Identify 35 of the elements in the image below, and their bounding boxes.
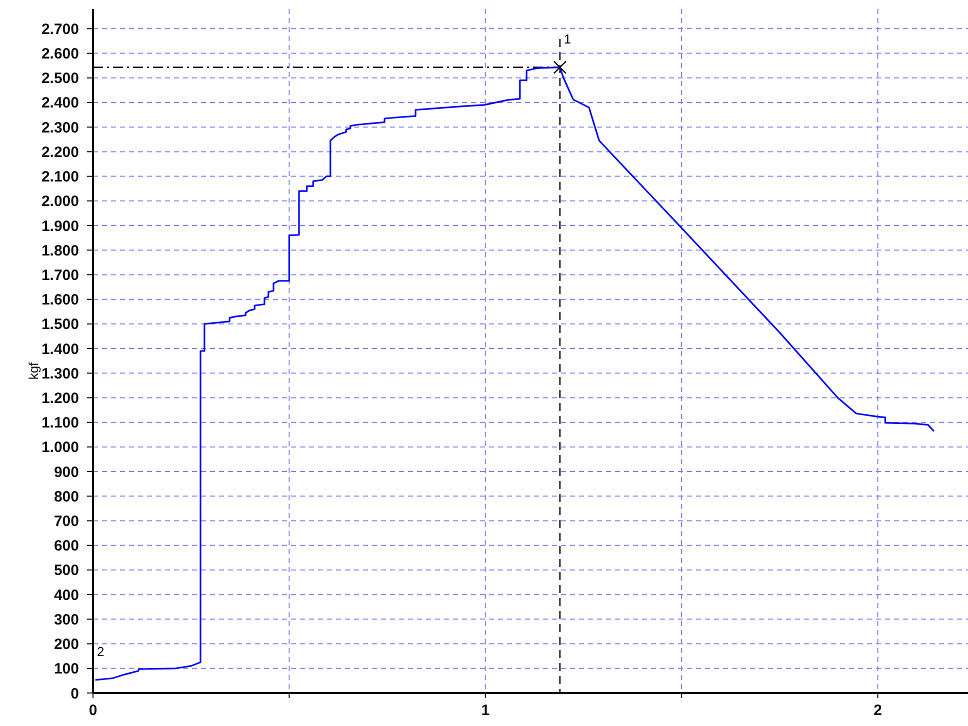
y-tick-label: 500 bbox=[54, 562, 79, 580]
x-tick-label: 2 bbox=[874, 702, 882, 719]
y-tick-label: 700 bbox=[54, 513, 79, 530]
y-tick-label: 1.500 bbox=[41, 316, 79, 334]
y-tick-label: 1.200 bbox=[41, 390, 79, 407]
y-tick-label: 1.800 bbox=[41, 242, 79, 260]
y-tick-label: 1.300 bbox=[41, 365, 79, 382]
y-tick-label: 2.700 bbox=[41, 20, 79, 38]
x-tick-label: 0 bbox=[88, 702, 98, 719]
y-tick-label: 600 bbox=[54, 538, 79, 555]
y-tick-label: 400 bbox=[54, 586, 79, 604]
y-tick-label: 1.600 bbox=[41, 292, 79, 309]
y-tick-label: 100 bbox=[54, 660, 79, 678]
line-series bbox=[94, 66, 935, 681]
y-tick-label: 1.000 bbox=[41, 439, 79, 456]
y-tick-label: 2.500 bbox=[41, 70, 79, 88]
y-axis-title: kgf bbox=[26, 362, 41, 380]
y-tick-label: 300 bbox=[54, 611, 79, 628]
y-tick-label: 1.400 bbox=[41, 340, 79, 358]
y-tick-label: 2.400 bbox=[41, 94, 79, 112]
annotation: 1 bbox=[564, 31, 572, 46]
y-tick-label: 1.700 bbox=[41, 266, 79, 284]
x-tick-label: 1 bbox=[481, 702, 490, 719]
y-tick-label: 800 bbox=[54, 488, 79, 506]
y-tick-label: 2.600 bbox=[41, 46, 79, 63]
y-tick-label: 2.000 bbox=[41, 193, 79, 210]
y-tick-label: 2.200 bbox=[41, 144, 79, 161]
y-tick-label: 1.900 bbox=[41, 218, 79, 235]
annotation: 2 bbox=[97, 644, 104, 659]
y-tick-label: 200 bbox=[54, 636, 79, 654]
y-tick-label: 900 bbox=[54, 464, 79, 481]
y-tick-label: 2.100 bbox=[41, 168, 79, 186]
y-tick-label: 1.100 bbox=[41, 414, 79, 432]
y-tick-label: 2.300 bbox=[41, 119, 79, 136]
y-tick-label: 0 bbox=[70, 685, 79, 702]
